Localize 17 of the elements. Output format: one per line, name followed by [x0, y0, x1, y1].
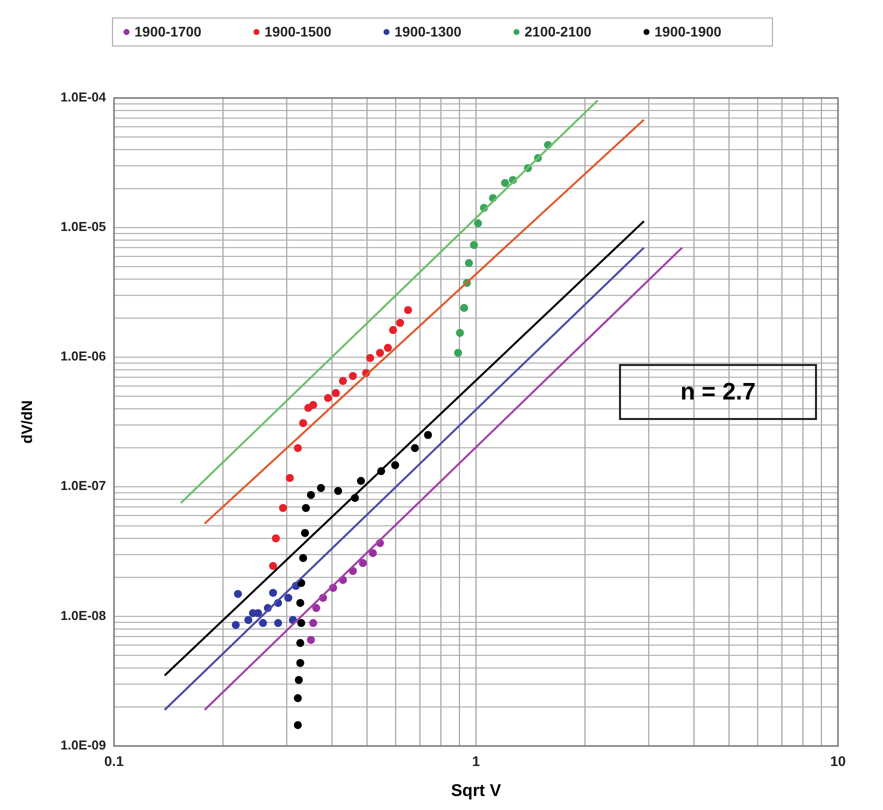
y-tick-label: 1.0E-09	[60, 737, 106, 752]
y-tick-label: 1.0E-08	[60, 608, 106, 623]
y-tick-label: 1.0E-04	[60, 89, 107, 104]
x-tick-label: 0.1	[104, 753, 124, 769]
y-axis-title: dV/dN	[19, 400, 36, 444]
legend-label: 1900-1300	[394, 24, 462, 40]
legend-label: 1900-1700	[134, 24, 202, 40]
x-tick-label: 10	[830, 753, 846, 769]
y-tick-label: 1.0E-06	[60, 348, 106, 364]
legend-label: 2100-2100	[524, 24, 592, 40]
y-tick-label: 1.0E-05	[60, 219, 106, 234]
x-axis-title: Sqrt V	[450, 781, 502, 800]
x-tick-label: 1	[472, 753, 480, 769]
legend-label: 1900-1900	[654, 24, 722, 40]
legend-label: 1900-1500	[264, 24, 332, 40]
annotation: n = 2.7	[680, 378, 756, 406]
y-tick-label: 1.0E-07	[60, 478, 106, 494]
